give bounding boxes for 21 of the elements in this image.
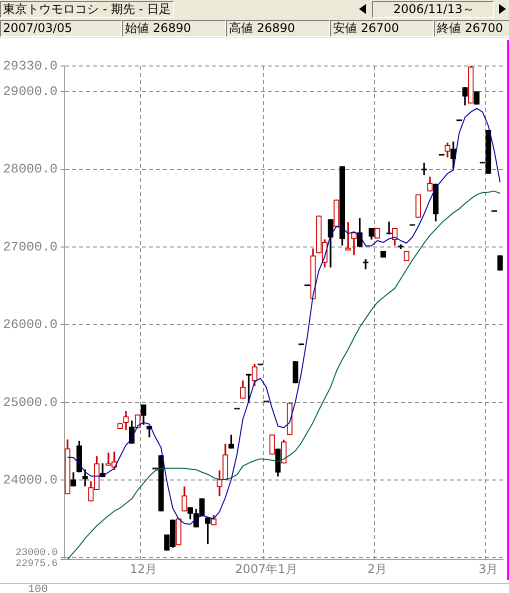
text: 高値 26890	[226, 20, 330, 37]
text: 終値 26700	[434, 20, 509, 37]
y-tick-label: 28000.0	[3, 162, 58, 177]
x-tick-label: 12月	[130, 562, 158, 576]
chart-subtitle: 2006/11/13～	[372, 1, 494, 18]
y-tick-label: 29330.0	[3, 58, 58, 74]
text: 2007/03/05	[0, 20, 122, 37]
text: 安値 26700	[330, 20, 434, 37]
text: 100	[28, 584, 48, 593]
y-tick-label: 27000.0	[3, 239, 58, 254]
x-tick-label: 2月	[368, 562, 388, 576]
y-tick-label: 26000.0	[3, 317, 58, 332]
y-tick-label: 24000.0	[3, 472, 58, 488]
text: 始値 26890	[122, 20, 226, 37]
y-tick-label: 23000.0	[16, 548, 58, 560]
y-tick-label: 22975.6	[16, 559, 58, 570]
y-tick-label: 29000.0	[3, 84, 58, 100]
x-tick-label: 3月	[478, 562, 498, 576]
x-tick-label: 2007年1月	[235, 562, 298, 576]
chart-title: 東京トウモロコシ - 期先 - 日足	[0, 1, 174, 18]
y-tick-label: 25000.0	[3, 394, 58, 410]
